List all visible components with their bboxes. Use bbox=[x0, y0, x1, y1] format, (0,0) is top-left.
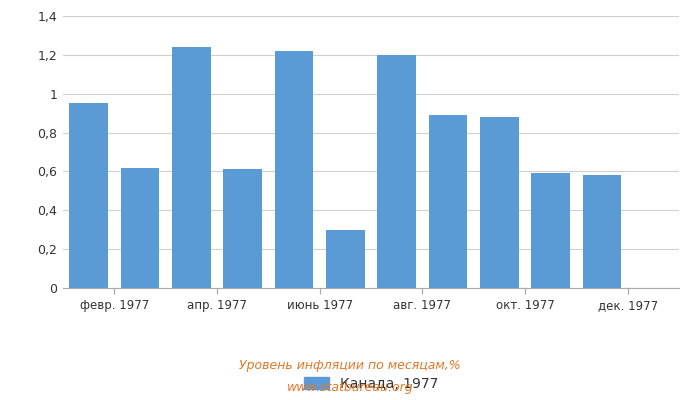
Text: www.statbureau.org: www.statbureau.org bbox=[287, 382, 413, 394]
Bar bbox=[120, 168, 160, 288]
Legend: Канада, 1977: Канада, 1977 bbox=[304, 376, 438, 390]
Bar bbox=[377, 55, 416, 288]
Bar bbox=[326, 230, 365, 288]
Bar bbox=[274, 51, 314, 288]
Bar bbox=[531, 173, 570, 288]
Bar bbox=[480, 117, 519, 288]
Bar bbox=[69, 104, 108, 288]
Bar bbox=[582, 175, 622, 288]
Bar bbox=[428, 115, 468, 288]
Bar bbox=[223, 170, 262, 288]
Bar bbox=[172, 47, 211, 288]
Text: Уровень инфляции по месяцам,%: Уровень инфляции по месяцам,% bbox=[239, 360, 461, 372]
